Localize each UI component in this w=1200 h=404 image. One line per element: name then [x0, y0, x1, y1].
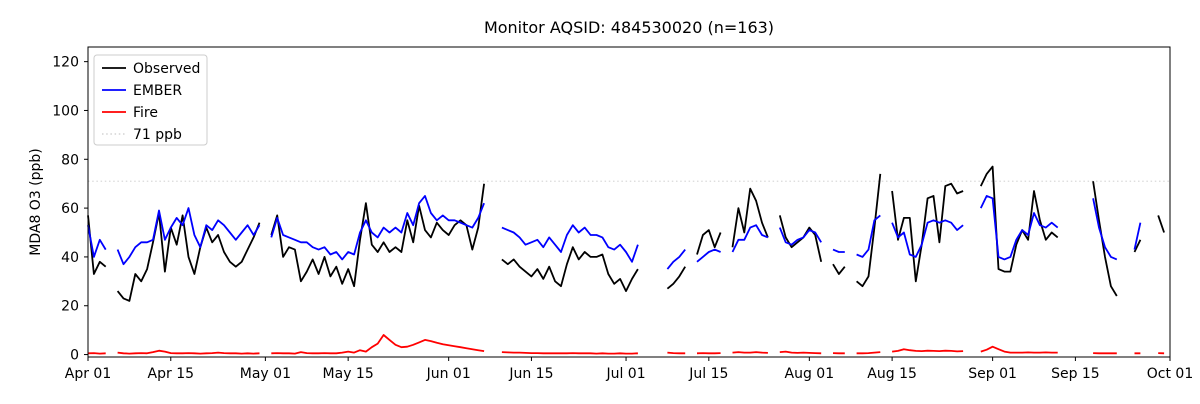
legend-label: 71 ppb [133, 127, 182, 143]
x-tick-label: Aug 15 [867, 366, 917, 382]
x-tick-label: Oct 01 [1147, 366, 1193, 382]
y-tick-label: 100 [52, 103, 79, 119]
y-tick-label: 0 [70, 348, 79, 364]
x-tick-label: Sep 01 [968, 366, 1017, 382]
observed-line [87, 165, 1165, 302]
legend-label: Fire [133, 105, 158, 121]
x-tick-label: Jul 15 [688, 366, 728, 382]
y-tick-label: 20 [61, 299, 79, 315]
x-tick-label: May 01 [240, 366, 291, 382]
fire-line [87, 334, 1165, 355]
y-axis-label: MDA8 O3 (ppb) [28, 148, 44, 256]
legend-label: Observed [133, 61, 200, 77]
legend-label: EMBER [133, 83, 182, 99]
y-tick-label: 80 [61, 152, 79, 168]
x-tick-label: Jul 01 [605, 366, 645, 382]
chart-title: Monitor AQSID: 484530020 (n=163) [484, 18, 774, 37]
legend-box [93, 54, 208, 146]
x-tick-label: May 15 [323, 366, 374, 382]
axes-box [87, 46, 1171, 358]
x-tick-label: Jun 01 [426, 366, 471, 382]
x-tick-label: Apr 01 [65, 366, 111, 382]
y-tick-label: 120 [52, 55, 79, 71]
x-tick-label: Aug 01 [785, 366, 835, 382]
x-tick-label: Apr 15 [148, 366, 194, 382]
plot-area: 0 20 40 60 80 100 120 Apr 01 Apr 15 May 01 May 15 J… [52, 46, 1193, 382]
y-tick-label: 40 [61, 250, 79, 266]
ember-line [87, 195, 1142, 270]
x-tick-label: Sep 15 [1051, 366, 1100, 382]
x-tick-label: Jun 15 [508, 366, 553, 382]
y-tick-label: 60 [61, 201, 79, 217]
